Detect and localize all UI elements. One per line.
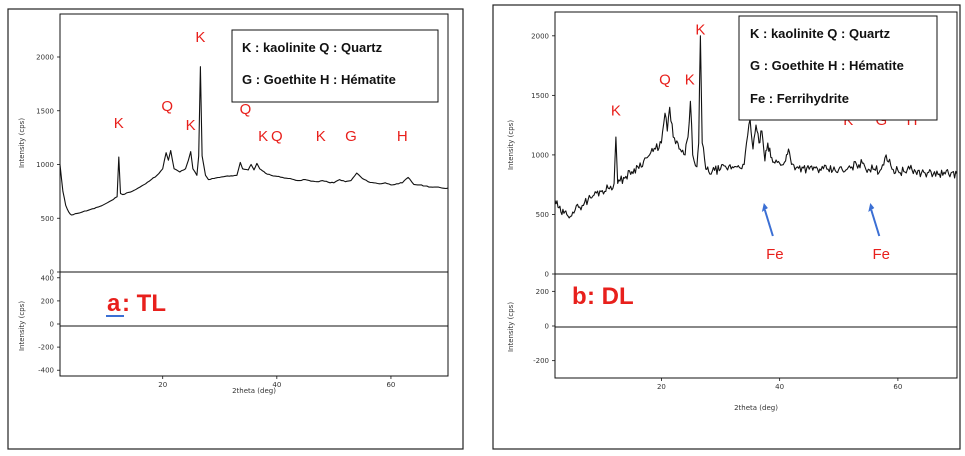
panel-b-y-ticks: 0 500 1000 1500 2000 [531, 32, 555, 279]
x-tick-label: 60 [386, 381, 395, 389]
residual-y-tick-label: 200 [536, 288, 549, 296]
x-tick-label: 40 [272, 381, 281, 389]
peak-label: Q [659, 72, 671, 89]
panel-a-series-line [59, 66, 449, 216]
x-tick-label: 20 [657, 383, 666, 391]
panel-b-legend-line-2: G : Goethite H : Hématite [750, 58, 904, 73]
panel-a-residual-plot-area [59, 271, 449, 377]
y-tick-label: 1500 [531, 92, 549, 100]
x-tick-label: 40 [775, 383, 784, 391]
panel-b-legend-line-1: K : kaolinite Q : Quartz [750, 26, 891, 41]
panel-b-residual-y-ticks: -200 0 200 [533, 288, 555, 365]
peak-label: Q [161, 98, 173, 115]
panel-b-residual-ylabel: Intensity (cps) [507, 302, 515, 352]
peak-label: G [875, 112, 887, 129]
y-tick-label: 1500 [36, 107, 54, 115]
panel-b-x-ticks: 20 40 60 [657, 378, 902, 391]
panel-a-legend-line-2: G : Goethite H : Hématite [242, 72, 396, 87]
panel-a-title-letter: a [107, 290, 121, 317]
panel-b-xlabel: 2theta (deg) [734, 404, 778, 412]
panel-a-legend-box [231, 29, 439, 103]
panel-b-title-letter: b [572, 283, 587, 310]
panel-b-title-rest: : DL [587, 283, 634, 310]
peak-label: H [907, 112, 918, 129]
panel-a-legend: K : kaolinite Q : Quartz G : Goethite H … [231, 29, 439, 103]
peak-label: K [611, 103, 621, 120]
peak-label: K [685, 72, 695, 89]
peak-label: K [695, 22, 705, 39]
residual-y-tick-label: 200 [41, 297, 54, 305]
y-tick-label: 500 [536, 211, 549, 219]
peak-label: Q [240, 101, 252, 118]
panel-a-y-ticks: 0 500 1000 1500 2000 [36, 54, 60, 277]
panel-b-frame [492, 4, 961, 450]
panel-b-series-line [554, 35, 958, 219]
panel-a-residual-ylabel: Intensity (cps) [18, 301, 26, 351]
peak-label: K [258, 128, 268, 145]
y-tick-label: 2000 [36, 54, 54, 62]
residual-y-tick-label: -200 [38, 344, 54, 352]
y-tick-label: 1000 [36, 161, 54, 169]
y-tick-label: 0 [545, 271, 549, 279]
panel-b-ferrihydrite-arrows: Fe Fe [761, 203, 890, 263]
panel-b-legend: K : kaolinite Q : Quartz G : Goethite H … [738, 15, 938, 121]
panel-b-title: b : DL [572, 283, 634, 310]
peak-label: H [397, 128, 408, 145]
peak-label: K [186, 117, 196, 134]
peak-label: Q [271, 128, 283, 145]
residual-y-tick-label: 0 [50, 321, 54, 329]
panel-b-ylabel: Intensity (cps) [507, 120, 515, 170]
panel-a-ylabel: Intensity (cps) [18, 118, 26, 168]
residual-y-tick-label: -400 [38, 367, 54, 375]
peak-label: G [345, 128, 357, 145]
residual-y-tick-label: -200 [533, 357, 549, 365]
panel-a-residual-y-ticks: -400 -200 0 200 400 [38, 274, 60, 375]
panel-b-legend-line-3: Fe : Ferrihydrite [750, 91, 849, 106]
peak-label: K [843, 112, 853, 129]
peak-label: K [114, 115, 124, 132]
ferrihydrite-arrow: Fe [761, 203, 784, 263]
ferrihydrite-arrow-label: Fe [873, 246, 891, 263]
panel-a-legend-line-1: K : kaolinite Q : Quartz [242, 40, 383, 55]
panel-a-xlabel: 2theta (deg) [232, 387, 276, 395]
y-tick-label: 0 [50, 269, 54, 277]
panel-a-title: a : TL [106, 290, 166, 317]
residual-y-tick-label: 400 [41, 274, 54, 282]
peak-label: K [316, 128, 326, 145]
ferrihydrite-arrow-label: Fe [766, 246, 784, 263]
y-tick-label: 500 [41, 215, 54, 223]
panel-b-dl: 0 500 1000 1500 2000 -200 0 200 20 40 60 Intensi… [492, 4, 961, 450]
peak-label: K [195, 29, 205, 46]
panel-a-title-rest: : TL [122, 290, 166, 317]
y-tick-label: 2000 [531, 32, 549, 40]
panel-a-x-ticks: 20 40 60 [158, 376, 395, 389]
panel-a-frame [7, 8, 464, 450]
residual-y-tick-label: 0 [545, 323, 549, 331]
x-tick-label: 20 [158, 381, 167, 389]
y-tick-label: 1000 [531, 151, 549, 159]
ferrihydrite-arrow: Fe [868, 203, 890, 263]
x-tick-label: 60 [893, 383, 902, 391]
panel-b-legend-box [738, 15, 938, 121]
